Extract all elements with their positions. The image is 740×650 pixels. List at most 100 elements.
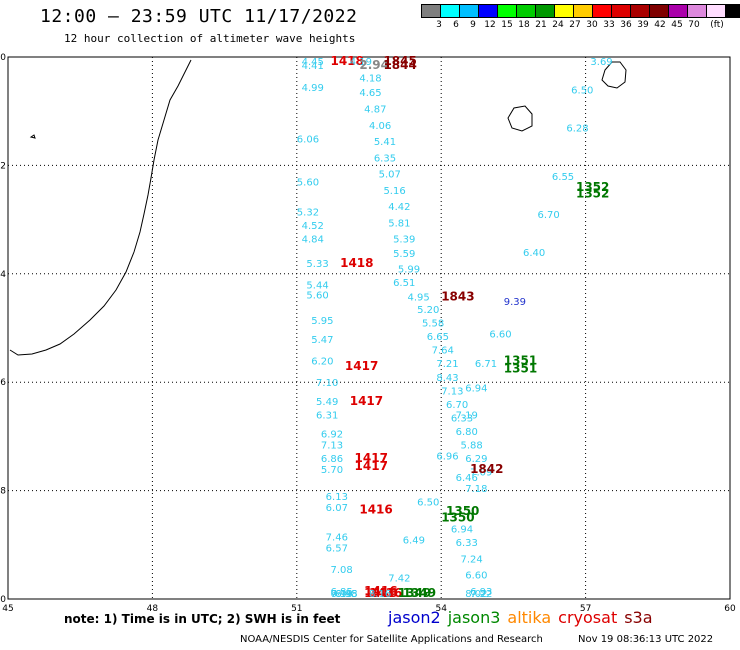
madagascar-coastline: [9, 59, 192, 356]
pass-time-label: 1351: [504, 362, 537, 376]
legend-label: 15: [501, 20, 513, 30]
color-legend: 3 6 9 12 15 18 21 24 27 30 33 36 39 42 45 70 (ft): [421, 4, 740, 32]
map-frame: [7, 56, 731, 600]
satellite-name: jason2: [388, 608, 441, 627]
wave-height-label: 5.88: [460, 441, 482, 452]
wave-height-label: 8.16: [369, 589, 391, 600]
wave-height-label: 7.18: [465, 484, 487, 495]
wave-height-label: 6.51: [393, 278, 415, 289]
wave-height-label: 7.46: [326, 533, 348, 544]
wave-height-label: 6.06: [297, 134, 319, 145]
pass-time-label: 1417: [350, 394, 383, 408]
legend-label: 24: [552, 20, 564, 30]
pass-time-label: 1349: [398, 586, 431, 600]
pass-time-label: 1352: [576, 180, 609, 194]
wave-height-label: 4.84: [302, 235, 324, 246]
satellite-names: jason2 jason3 altika cryosat s3a: [388, 608, 660, 627]
lat-tick-label: -24: [0, 270, 6, 280]
wave-height-label: 5.07: [379, 170, 401, 181]
wave-height-label: 7.39: [330, 589, 352, 600]
legend-label: 39: [637, 20, 649, 30]
wave-height-label: 6.70: [537, 210, 559, 221]
lon-tick-label: 57: [580, 604, 591, 614]
pass-time-label: 1416: [364, 586, 397, 600]
wave-height-label: 5.99: [398, 264, 420, 275]
lat-tick-label: -20: [0, 53, 6, 63]
wave-height-label: 6.80: [456, 427, 478, 438]
pass-time-label: 2.94: [359, 58, 389, 72]
map-subtitle: 12 hour collection of altimeter wave hei…: [64, 32, 356, 45]
pass-time-label: 1349: [403, 586, 436, 600]
wave-height-label: 4.45: [302, 57, 324, 68]
wave-height-label: 6.94: [465, 384, 487, 395]
wave-height-label: 5.41: [374, 137, 396, 148]
lon-tick-label: 51: [291, 604, 302, 614]
wave-height-label: 7.22: [470, 589, 492, 600]
wave-height-label: 6.49: [403, 535, 425, 546]
wave-height-label: 6.86: [321, 454, 343, 465]
legend-labels: 3 6 9 12 15 18 21 24 27 30 33 36 39 42 45 70 (ft): [422, 18, 740, 32]
wave-height-label: 4.18: [359, 74, 381, 85]
wave-height-label: 7.10: [316, 378, 338, 389]
pass-time-label: 1416: [359, 503, 392, 517]
legend-label: 70: [688, 20, 700, 30]
wave-height-label: 6.13: [326, 492, 348, 503]
map-title: 12:00 – 23:59 UTC 11/17/2022: [40, 6, 358, 27]
mauritius-coastline: [601, 61, 627, 89]
wave-height-label: 5.44: [306, 281, 328, 292]
wave-height-label: 6.31: [316, 411, 338, 422]
coastlines: [9, 59, 627, 356]
wave-height-label: 5.58: [422, 319, 444, 330]
pass-time-label: 1417: [355, 459, 388, 473]
wave-height-label: 4.42: [388, 202, 410, 213]
wave-height-label: 4.95: [408, 293, 430, 304]
wave-height-label: 8.43: [436, 373, 458, 384]
wave-height-label: 5.70: [321, 465, 343, 476]
wave-height-label: 5.60: [297, 178, 319, 189]
generated-timestamp: Nov 19 08:36:13 UTC 2022: [578, 634, 714, 645]
pass-time-label: 1418: [330, 54, 363, 68]
wave-height-label: 4.19: [350, 57, 372, 68]
small-island-coastline: [29, 134, 36, 139]
wave-height-label: 6.29: [465, 454, 487, 465]
wave-height-label: 7.09: [470, 468, 492, 479]
lon-tick-label: 45: [2, 604, 13, 614]
satellite-name: jason3: [447, 608, 501, 627]
altimeter-labels: 4.454.414.9914184.192.94184518444.184.65…: [297, 54, 613, 600]
wave-height-label: 7.08: [330, 565, 352, 576]
legend-unit: (ft): [710, 20, 724, 30]
lat-tick-label: -22: [0, 161, 6, 171]
pass-time-label: 1350: [441, 511, 474, 525]
wave-height-label: 5.39: [393, 235, 415, 246]
wave-height-label: 7.42: [388, 573, 410, 584]
wave-height-label: 6.71: [475, 359, 497, 370]
pass-time-label: 1417: [355, 451, 388, 465]
pass-time-label: 1418: [340, 256, 373, 270]
wave-height-label: 5.59: [393, 249, 415, 260]
wave-height-label: 5.33: [306, 259, 328, 270]
wave-height-label: 6.94: [451, 525, 473, 536]
satellite-name: s3a: [624, 608, 653, 627]
pass-time-label: 1351: [504, 354, 537, 368]
pass-time-label: 1416: [364, 584, 397, 598]
wave-height-label: 6.55: [552, 172, 574, 183]
wave-height-label: 4.52: [302, 221, 324, 232]
legend-label: 45: [671, 20, 683, 30]
wave-height-label: 7.13: [441, 386, 463, 397]
credit-text: NOAA/NESDIS Center for Satellite Applica…: [240, 634, 543, 645]
wave-height-label: 6.35: [374, 153, 396, 164]
wave-height-label: 5.81: [388, 218, 410, 229]
legend-swatch: [725, 4, 740, 18]
satellite-name: cryosat: [558, 608, 618, 627]
pass-time-label: 1844: [383, 58, 416, 72]
wave-height-label: 6.70: [446, 400, 468, 411]
wave-height-label: 6.40: [523, 248, 545, 259]
wave-height-label: 5.16: [383, 186, 405, 197]
wave-height-label: 7.21: [436, 359, 458, 370]
wave-height-label: 5.47: [311, 335, 333, 346]
legend-label: 6: [453, 20, 459, 30]
map-grid: [8, 57, 730, 599]
wave-height-label: 6.92: [321, 430, 343, 441]
legend-label: 18: [518, 20, 530, 30]
wave-height-label: 7.19: [456, 411, 478, 422]
